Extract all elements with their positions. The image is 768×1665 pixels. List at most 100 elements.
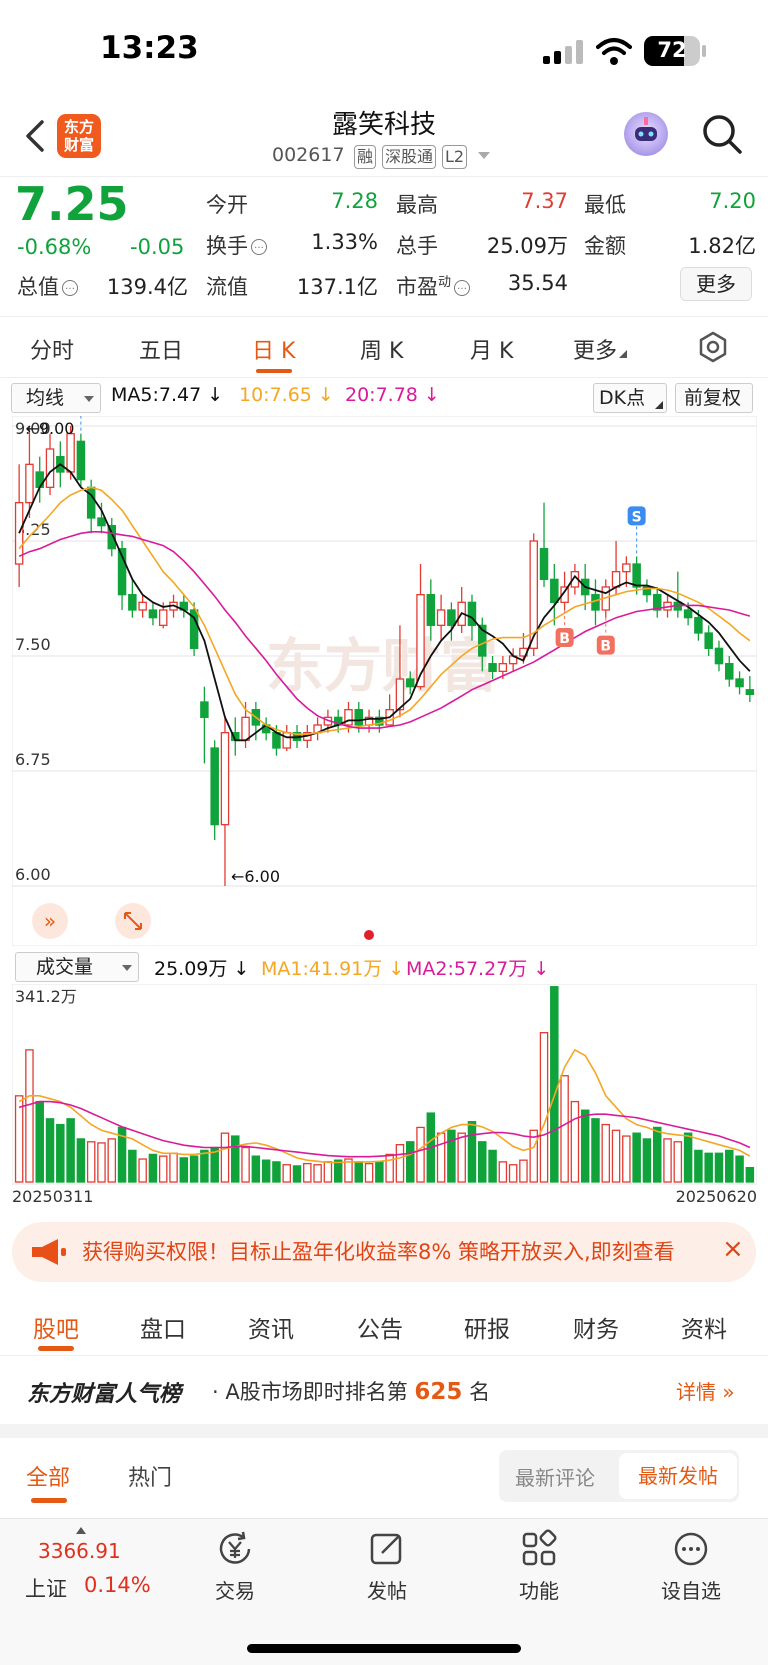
volume-bar	[241, 1146, 250, 1183]
dk-point-button[interactable]: DK点	[593, 383, 667, 413]
volume-bar	[580, 1109, 590, 1183]
turnover-label[interactable]: 换手…	[206, 230, 267, 260]
expand-sidebar-icon	[32, 903, 68, 939]
feed-tab-all[interactable]: 全部	[26, 1466, 71, 1491]
volume-bar	[375, 1161, 384, 1183]
info-icon[interactable]: …	[454, 280, 471, 296]
nav-functions[interactable]: 功能	[494, 1529, 584, 1604]
candle-body	[158, 609, 168, 626]
candle-body	[282, 732, 291, 749]
connect-badge: 深股通	[382, 145, 437, 169]
banner-close-button[interactable]: ×	[722, 1234, 744, 1264]
volume-bar	[663, 1138, 672, 1183]
back-chevron-icon[interactable]	[20, 116, 50, 156]
stock-code: 002617	[272, 144, 345, 166]
index-name[interactable]: 上证	[25, 1577, 67, 1601]
tab-intraday[interactable]: 分时	[30, 339, 75, 364]
period-tabs: 分时 五日 日 K 周 K 月 K 更多	[0, 316, 768, 378]
low-label: 最低	[584, 193, 626, 217]
wifi-icon	[596, 38, 632, 65]
expand-up-icon[interactable]	[76, 1527, 86, 1534]
info-icon[interactable]: …	[62, 280, 78, 296]
volume-selector[interactable]: 成交量	[15, 952, 139, 982]
sort-latest-post[interactable]: 最新发帖	[619, 1453, 737, 1499]
indicator-selector[interactable]: 均线	[11, 383, 101, 413]
more-quote-button[interactable]: 更多	[680, 267, 752, 301]
volume-bar	[508, 1164, 518, 1183]
nav-post[interactable]: 发帖	[342, 1529, 432, 1604]
candle-body	[642, 586, 652, 596]
last-price: 7.25	[15, 177, 129, 231]
volume-bar	[745, 1166, 755, 1183]
index-percent[interactable]: 0.14%	[84, 1573, 151, 1597]
ma5-legend: MA5:7.47 ↓	[111, 384, 224, 406]
total-mv-label-text: 总值	[17, 275, 59, 299]
subtab-research[interactable]: 研报	[464, 1317, 510, 1343]
gear-icon[interactable]	[697, 331, 729, 363]
tab-five-day[interactable]: 五日	[139, 339, 184, 364]
banner-text: 获得购买权限！目标止盈年化收益率8% 策略开放买入,即刻查看	[82, 1240, 675, 1264]
total-mv-label[interactable]: 总值…	[17, 271, 78, 301]
candle-body	[735, 678, 744, 688]
nav-trade[interactable]: 交易	[190, 1529, 280, 1604]
subtab-announcements[interactable]: 公告	[357, 1317, 403, 1343]
open-label: 今开	[206, 193, 248, 217]
candle-body	[354, 709, 364, 726]
ma10-legend: 10:7.65 ↓	[239, 384, 334, 406]
subtab-orderbook[interactable]: 盘口	[140, 1317, 186, 1343]
fullscreen-arrows	[124, 912, 142, 930]
volume-bar	[76, 1138, 86, 1183]
robot-assistant-icon[interactable]	[624, 112, 668, 156]
candle-body	[550, 578, 559, 603]
open-value: 7.28	[331, 189, 378, 213]
index-value[interactable]: 3366.91	[38, 1539, 121, 1563]
pe-label[interactable]: 市盈动…	[396, 271, 471, 301]
signal-badge	[627, 506, 646, 526]
popularity-rank-row[interactable]: 东方财富人气榜 · A股市场即时排名第 625 名 详情 »	[0, 1358, 768, 1424]
subtab-finance[interactable]: 财务	[573, 1317, 619, 1343]
float-mv-label: 流值	[206, 275, 248, 299]
subtab-news[interactable]: 资讯	[248, 1317, 294, 1343]
feed-tabs: 全部 热门 最新评论 最新发帖	[0, 1438, 768, 1518]
volume-bar	[467, 1121, 477, 1183]
candle-body	[725, 663, 734, 680]
volume-bar	[364, 1162, 374, 1183]
change-percent: -0.68%	[17, 235, 92, 259]
subtab-profile[interactable]: 资料	[681, 1317, 727, 1343]
candle-body	[632, 563, 641, 588]
tab-daily-k[interactable]: 日 K	[252, 339, 296, 364]
volume-current: 25.09万 ↓	[154, 958, 250, 980]
volume-bar	[128, 1149, 137, 1183]
volume-ma-line	[18, 1048, 751, 1164]
rank-detail-link[interactable]: 详情 »	[676, 1376, 735, 1405]
volume-bar	[282, 1164, 291, 1183]
candle-body	[704, 632, 713, 649]
nav-add-watchlist[interactable]: 设自选	[646, 1529, 736, 1604]
code-dropdown-icon[interactable]	[478, 152, 490, 162]
sort-latest-comment[interactable]: 最新评论	[515, 1466, 595, 1490]
volume-bar	[725, 1149, 734, 1183]
stock-name[interactable]: 露笑科技	[331, 110, 436, 140]
volume-bar	[673, 1141, 683, 1183]
feed-tab-hot[interactable]: 热门	[128, 1466, 173, 1491]
info-icon[interactable]: …	[251, 239, 267, 255]
adjust-button[interactable]: 前复权	[675, 383, 753, 413]
volume-bar	[601, 1123, 611, 1183]
subtab-forum[interactable]: 股吧	[33, 1317, 79, 1343]
tab-weekly-k[interactable]: 周 K	[360, 339, 404, 364]
candle-body	[86, 486, 96, 519]
volume-bar	[107, 1138, 117, 1183]
volume-chart[interactable]: 341.2万 20250311 20250620	[12, 984, 757, 1204]
search-icon[interactable]	[700, 112, 744, 156]
dk-point-label: DK点	[599, 387, 646, 409]
volume-bar	[313, 1164, 322, 1183]
megaphone-icon	[32, 1239, 66, 1265]
tab-monthly-k[interactable]: 月 K	[470, 339, 514, 364]
rank-suffix: 名	[469, 1380, 491, 1404]
tab-more[interactable]: 更多	[573, 333, 628, 365]
corner-triangle-icon	[655, 401, 663, 409]
volume-bar	[632, 1132, 641, 1183]
y-tick-label: 9.00	[15, 419, 51, 438]
promo-banner[interactable]: 获得购买权限！目标止盈年化收益率8% 策略开放买入,即刻查看 ×	[12, 1222, 756, 1282]
